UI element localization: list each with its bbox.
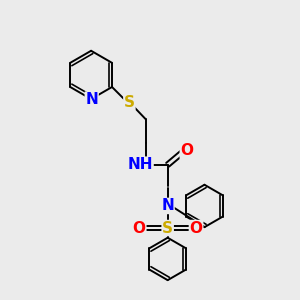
Text: O: O: [180, 143, 193, 158]
Text: O: O: [133, 220, 146, 236]
Text: N: N: [161, 198, 174, 213]
Text: N: N: [85, 92, 98, 107]
Text: S: S: [124, 95, 135, 110]
Text: S: S: [162, 220, 173, 236]
Text: NH: NH: [128, 157, 153, 172]
Text: O: O: [190, 220, 203, 236]
